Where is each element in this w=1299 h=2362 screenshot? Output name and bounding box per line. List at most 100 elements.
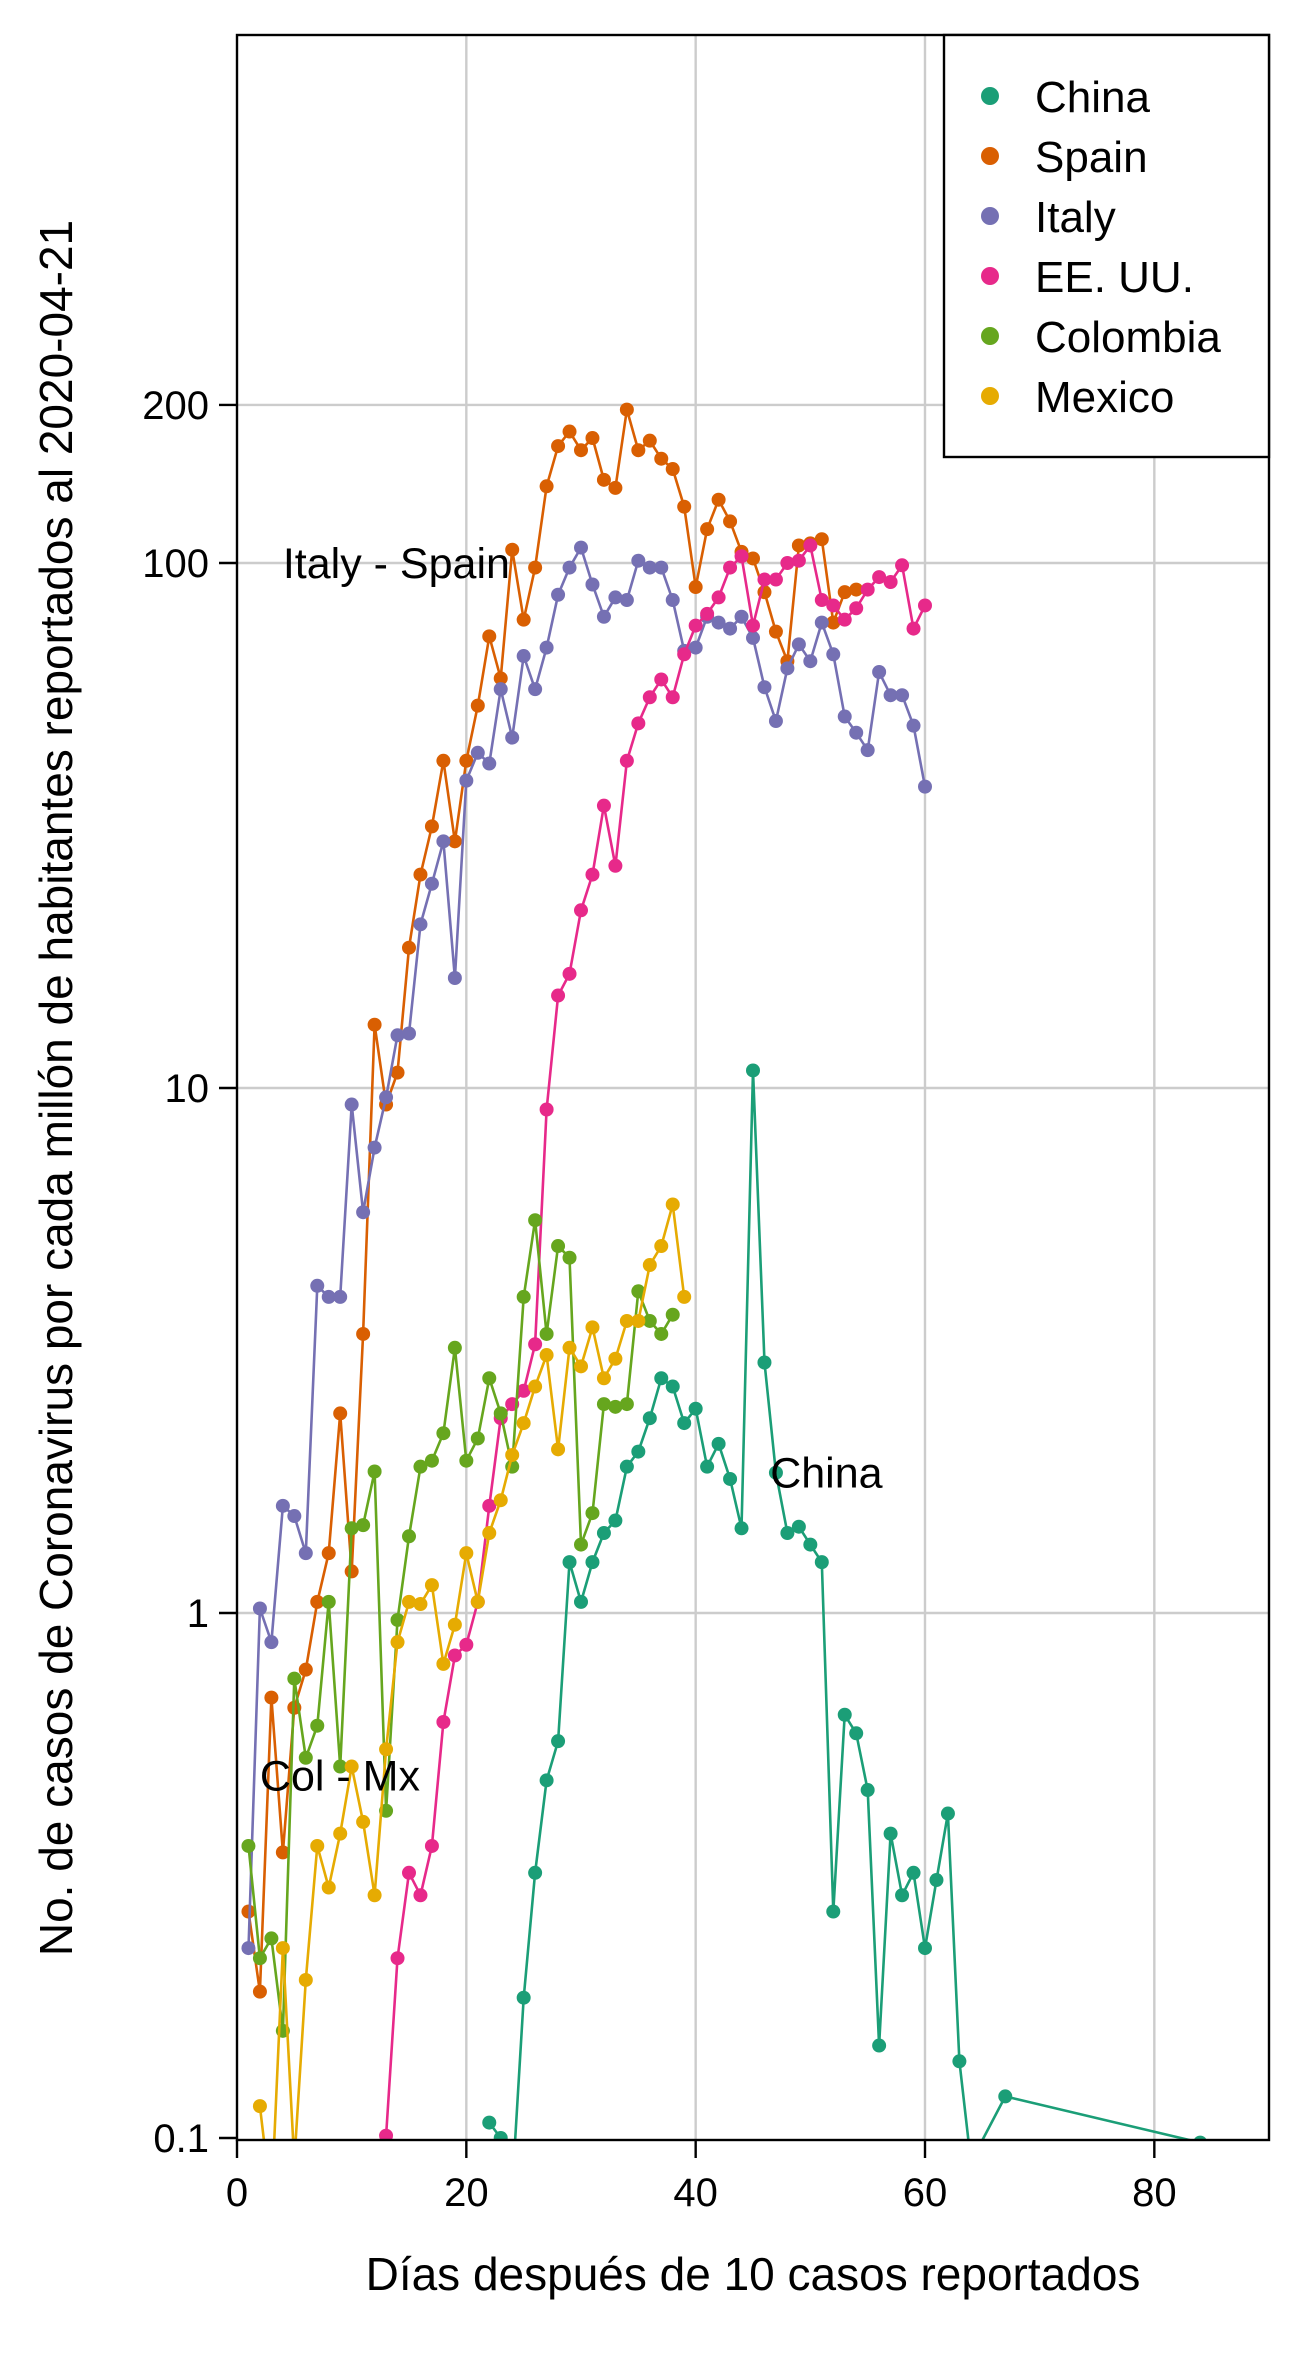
data-point xyxy=(402,1529,416,1544)
data-point xyxy=(310,1594,325,1609)
data-point xyxy=(677,499,692,514)
data-point xyxy=(746,1063,760,1078)
data-point xyxy=(860,743,875,758)
x-tick-label: 40 xyxy=(673,2171,718,2215)
data-point xyxy=(723,1471,738,1486)
x-axis-title: Días después de 10 casos reportados xyxy=(366,2248,1141,2300)
data-point xyxy=(413,867,428,882)
data-point xyxy=(539,640,554,655)
data-point xyxy=(356,1518,371,1533)
data-point xyxy=(505,2182,519,2196)
data-point xyxy=(734,609,749,624)
data-point xyxy=(700,606,715,621)
y-tick-label: 10 xyxy=(165,1067,210,1111)
data-point xyxy=(654,1371,669,1386)
data-point xyxy=(585,577,600,592)
data-point xyxy=(390,1635,405,1650)
data-point xyxy=(424,1838,439,1853)
data-point xyxy=(321,1546,336,1561)
data-point xyxy=(516,612,531,627)
data-point xyxy=(642,690,657,705)
data-point xyxy=(275,1498,290,1513)
data-point xyxy=(585,1320,600,1335)
data-point xyxy=(470,1431,485,1446)
data-point xyxy=(539,479,554,494)
data-point xyxy=(424,1578,439,1593)
y-axis-title: No. de casos de Coronavirus por cada mil… xyxy=(30,220,82,1956)
series-ee-uu xyxy=(379,538,932,2140)
data-point xyxy=(505,542,520,557)
data-point xyxy=(780,1526,795,1541)
data-point xyxy=(459,1637,474,1652)
data-point xyxy=(757,1355,772,1370)
data-point xyxy=(298,1662,313,1677)
data-point xyxy=(711,492,726,507)
series-layer xyxy=(241,402,1207,2196)
data-point xyxy=(516,1416,531,1431)
data-point xyxy=(619,593,634,608)
data-point xyxy=(356,1814,371,1829)
data-point xyxy=(746,618,760,633)
legend-marker xyxy=(981,327,999,345)
data-point xyxy=(803,538,818,553)
data-point xyxy=(608,858,623,873)
data-point xyxy=(654,1326,669,1341)
annotation-label: Col - Mx xyxy=(260,1753,421,1801)
data-point xyxy=(241,1838,256,1853)
data-point xyxy=(768,1465,783,1480)
data-point xyxy=(631,1444,646,1459)
data-point xyxy=(619,1459,634,1474)
data-point xyxy=(516,1383,531,1398)
legend-label: EE. UU. xyxy=(1035,253,1194,302)
legend-marker xyxy=(981,87,999,105)
series-colombia xyxy=(241,1213,680,2038)
data-point xyxy=(585,867,600,882)
data-point xyxy=(883,688,898,703)
data-point xyxy=(826,1904,841,1919)
y-tick-label: 200 xyxy=(142,384,209,428)
data-point xyxy=(906,1865,921,1880)
data-point xyxy=(677,1416,692,1431)
data-point xyxy=(252,1601,267,1616)
data-point xyxy=(677,647,692,662)
data-point xyxy=(413,1597,428,1612)
data-point xyxy=(528,1213,543,1228)
legend: China Spain Italy EE. UU. Colombia Mexico xyxy=(942,33,1271,459)
y-tick-label: 0.1 xyxy=(153,2117,209,2161)
legend-marker xyxy=(981,387,999,405)
data-point xyxy=(459,753,474,768)
data-point xyxy=(860,582,875,597)
data-point xyxy=(298,1546,313,1561)
data-point xyxy=(574,1537,588,1552)
data-point xyxy=(402,1026,416,1041)
data-point xyxy=(528,1865,543,1880)
data-point xyxy=(918,1941,932,1956)
data-point xyxy=(665,1197,680,1212)
data-point xyxy=(574,443,588,458)
data-point xyxy=(654,672,669,687)
data-point xyxy=(791,1519,806,1534)
data-point xyxy=(642,1411,657,1426)
data-point xyxy=(631,443,646,458)
data-point xyxy=(631,1313,646,1328)
data-point xyxy=(264,1931,279,1946)
data-point xyxy=(379,2128,394,2140)
data-point xyxy=(424,819,439,834)
data-point xyxy=(298,1972,313,1987)
data-point xyxy=(734,549,749,564)
data-point xyxy=(757,572,772,587)
data-point xyxy=(264,1690,279,1705)
data-point xyxy=(264,1635,279,1650)
data-point xyxy=(551,988,566,1003)
data-point xyxy=(677,1289,692,1304)
data-point xyxy=(298,1750,313,1765)
data-point xyxy=(482,2115,497,2130)
legend-marker xyxy=(981,267,999,285)
y-tick-label: 1 xyxy=(187,1592,209,1636)
data-point xyxy=(539,1348,554,1363)
data-point xyxy=(665,1379,680,1394)
data-point xyxy=(746,551,760,566)
data-point xyxy=(493,1406,508,1421)
data-point xyxy=(505,1447,520,1462)
data-point xyxy=(768,714,783,729)
